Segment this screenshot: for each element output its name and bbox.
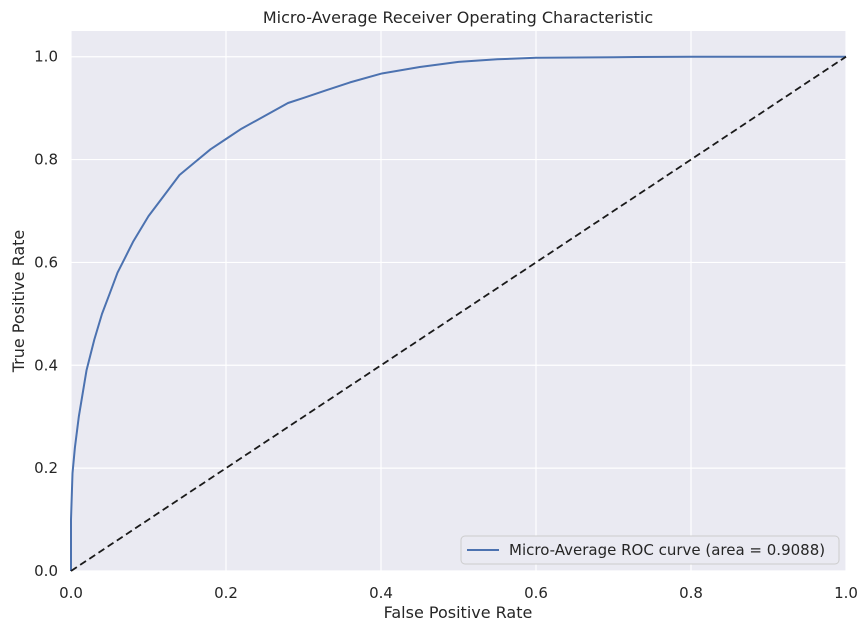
x-tick-label: 0.4 <box>369 584 393 602</box>
series-layer <box>70 55 847 572</box>
grid-lines <box>70 31 847 572</box>
diagonal-reference-line <box>70 55 847 572</box>
legend-box <box>460 535 840 565</box>
x-tick-label: 0.6 <box>524 584 548 602</box>
y-tick-label: 0.2 <box>34 459 58 477</box>
x-axis-ticks: 0.0 0.2 0.4 0.6 0.8 1.0 <box>59 584 858 602</box>
y-tick-label: 0.8 <box>34 151 58 169</box>
y-axis-title: True Positive Rate <box>9 230 28 374</box>
chart-title: Micro-Average Receiver Operating Charact… <box>263 8 653 27</box>
legend-label-roc: Micro-Average ROC curve (area = 0.9088) <box>509 541 825 559</box>
legend: Micro-Average ROC curve (area = 0.9088) <box>460 535 840 565</box>
x-tick-label: 0.8 <box>679 584 703 602</box>
roc-curve-line <box>70 55 846 571</box>
plot-area <box>71 31 846 571</box>
y-tick-label: 0.4 <box>34 356 58 374</box>
y-tick-label: 0.6 <box>34 253 58 271</box>
y-tick-label: 0.0 <box>34 562 58 580</box>
x-axis-title: False Positive Rate <box>384 603 533 622</box>
x-tick-label: 0.2 <box>214 584 238 602</box>
y-tick-label: 1.0 <box>34 48 58 66</box>
x-tick-label: 0.0 <box>59 584 83 602</box>
y-axis-ticks: 0.0 0.2 0.4 0.6 0.8 1.0 <box>34 48 58 580</box>
x-tick-label: 1.0 <box>834 584 858 602</box>
